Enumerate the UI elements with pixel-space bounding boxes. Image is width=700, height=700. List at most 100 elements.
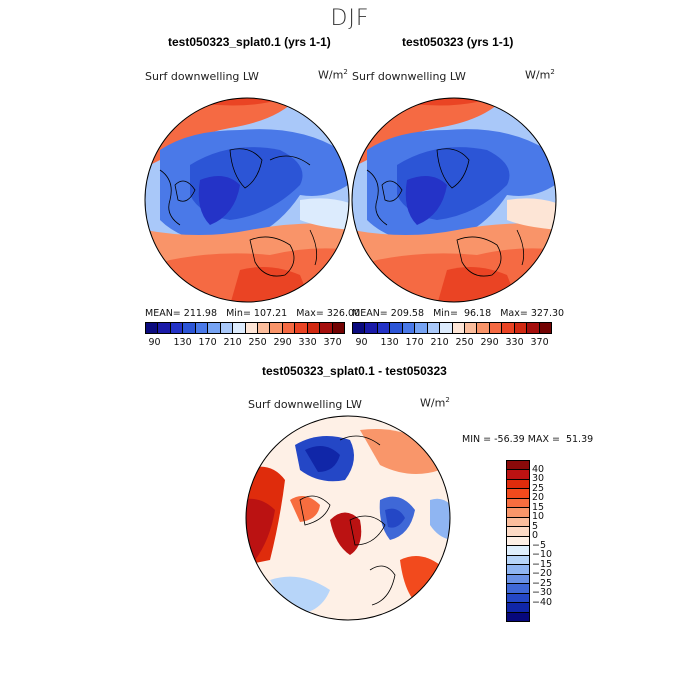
colorbar-tick-label: 130 — [173, 337, 192, 348]
colorbar-swatch — [507, 508, 529, 518]
colorbar-swatch — [415, 323, 428, 333]
colorbar-swatch — [233, 323, 246, 333]
colorbar-tick-label: 210 — [223, 337, 242, 348]
colorbar-tick-label: −40 — [532, 596, 553, 608]
panel-1-colorbar — [145, 322, 345, 334]
page-title: DJF — [330, 6, 370, 31]
panel-1-title: test050323_splat0.1 (yrs 1-1) — [168, 35, 331, 49]
colorbar-tick-label: −20 — [532, 568, 553, 580]
colorbar-swatch — [282, 323, 296, 333]
colorbar-tick-label: 210 — [430, 337, 449, 348]
colorbar-swatch — [507, 593, 529, 604]
colorbar-swatch — [307, 323, 321, 333]
colorbar-swatch — [183, 323, 196, 333]
colorbar-tick-label: −10 — [532, 549, 553, 561]
colorbar-swatch — [220, 323, 234, 333]
colorbar-swatch — [390, 323, 403, 333]
panel-2-title: test050323 (yrs 1-1) — [402, 35, 514, 49]
colorbar-tick-label: 0 — [532, 530, 539, 542]
colorbar-swatch — [377, 323, 391, 333]
panel-3-title: test050323_splat0.1 - test050323 — [262, 364, 447, 378]
colorbar-swatch — [427, 323, 441, 333]
colorbar-swatch — [507, 555, 529, 566]
colorbar-swatch — [353, 323, 366, 333]
colorbar-tick-label: 250 — [248, 337, 267, 348]
colorbar-swatch — [464, 323, 478, 333]
colorbar-swatch — [402, 323, 416, 333]
panel-1-colorbar-ticks: 90 130 170 210 250 290 330 370 — [145, 337, 345, 349]
colorbar-swatch — [320, 323, 333, 333]
colorbar-tick-label: 370 — [530, 337, 549, 348]
colorbar-swatch — [489, 323, 503, 333]
colorbar-swatch — [507, 574, 529, 585]
panel-2-stats: MEAN= 209.58 Min= 96.18 Max= 327.30 — [352, 308, 565, 319]
colorbar-tick-label: 90 — [148, 337, 161, 348]
colorbar-swatch — [507, 546, 529, 556]
colorbar-swatch — [477, 323, 490, 333]
colorbar-swatch — [507, 603, 529, 613]
colorbar-swatch — [208, 323, 221, 333]
colorbar-swatch — [507, 479, 529, 490]
colorbar-swatch — [170, 323, 184, 333]
map-panel-2 — [352, 98, 556, 302]
panel-1-units: W/m2 — [318, 68, 348, 82]
colorbar-swatch — [539, 323, 551, 333]
panel-1-stats: MEAN= 211.98 Min= 107.21 Max= 326.00 — [145, 308, 361, 319]
colorbar-swatch — [365, 323, 378, 333]
panel-1-variable: Surf downwelling LW — [145, 70, 259, 83]
panel-2-variable: Surf downwelling LW — [352, 70, 466, 83]
colorbar-tick-label: −25 — [532, 577, 553, 589]
map-panel-3 — [246, 416, 450, 620]
colorbar-swatch — [245, 323, 258, 333]
colorbar-swatch — [270, 323, 283, 333]
map-panel-1 — [145, 98, 349, 302]
colorbar-tick-label: 130 — [380, 337, 399, 348]
panel-3-stats: MIN = -56.39 MAX = 51.39 — [462, 434, 594, 445]
panel-2-colorbar-ticks: 90 130 170 210 250 290 330 370 — [352, 337, 552, 349]
colorbar-tick-label: 10 — [532, 511, 545, 523]
colorbar-swatch — [257, 323, 271, 333]
colorbar-tick-label: 290 — [273, 337, 292, 348]
colorbar-swatch — [507, 470, 529, 480]
colorbar-swatch — [507, 517, 529, 528]
colorbar-swatch — [507, 527, 529, 537]
colorbar-swatch — [507, 612, 529, 621]
colorbar-tick-label: 20 — [532, 492, 545, 504]
colorbar-tick-label: 25 — [532, 482, 545, 494]
colorbar-swatch — [507, 584, 529, 594]
colorbar-tick-label: 15 — [532, 501, 545, 513]
colorbar-swatch — [507, 461, 529, 471]
colorbar-swatch — [502, 323, 515, 333]
colorbar-swatch — [440, 323, 453, 333]
colorbar-tick-label: −15 — [532, 558, 553, 570]
colorbar-swatch — [452, 323, 465, 333]
colorbar-tick-label: 290 — [480, 337, 499, 348]
colorbar-swatch — [527, 323, 540, 333]
colorbar-tick-label: 170 — [198, 337, 217, 348]
colorbar-swatch — [295, 323, 308, 333]
colorbar-tick-label: −5 — [532, 539, 547, 551]
colorbar-tick-label: 30 — [532, 473, 545, 485]
colorbar-swatch — [507, 489, 529, 499]
colorbar-swatch — [146, 323, 159, 333]
panel-3-variable: Surf downwelling LW — [248, 398, 362, 411]
colorbar-tick-label: 370 — [323, 337, 342, 348]
colorbar-swatch — [195, 323, 209, 333]
colorbar-tick-label: 90 — [355, 337, 368, 348]
colorbar-swatch — [507, 536, 529, 547]
colorbar-tick-label: 40 — [532, 463, 545, 475]
colorbar-swatch — [514, 323, 528, 333]
colorbar-swatch — [507, 565, 529, 575]
panel-2-colorbar — [352, 322, 552, 334]
panel-3-colorbar — [506, 460, 530, 622]
panel-2-units: W/m2 — [525, 68, 555, 82]
colorbar-tick-label: 5 — [532, 520, 539, 532]
colorbar-swatch — [507, 498, 529, 509]
colorbar-swatch — [158, 323, 171, 333]
colorbar-tick-label: 170 — [405, 337, 424, 348]
colorbar-tick-label: 330 — [298, 337, 317, 348]
panel-3-units: W/m2 — [420, 396, 450, 410]
panel-3-colorbar-ticks: 40 30 25 20 15 10 5 0 −5 −10 −15 −20 −25 −30 −40 — [532, 460, 572, 622]
colorbar-tick-label: 250 — [455, 337, 474, 348]
